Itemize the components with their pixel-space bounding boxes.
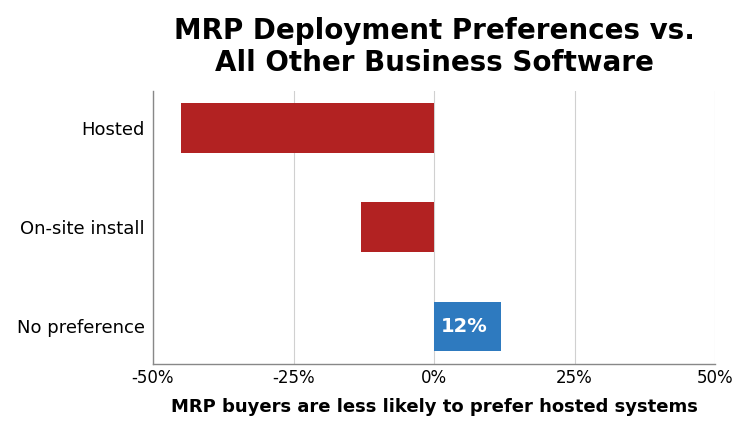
- Bar: [361, 202, 434, 252]
- Text: -13%: -13%: [441, 218, 496, 236]
- Bar: [181, 103, 434, 152]
- Text: -45%: -45%: [441, 118, 496, 137]
- X-axis label: MRP buyers are less likely to prefer hosted systems: MRP buyers are less likely to prefer hos…: [170, 398, 698, 417]
- Bar: [434, 302, 502, 351]
- Text: 12%: 12%: [441, 317, 488, 336]
- Title: MRP Deployment Preferences vs.
All Other Business Software: MRP Deployment Preferences vs. All Other…: [173, 16, 694, 77]
